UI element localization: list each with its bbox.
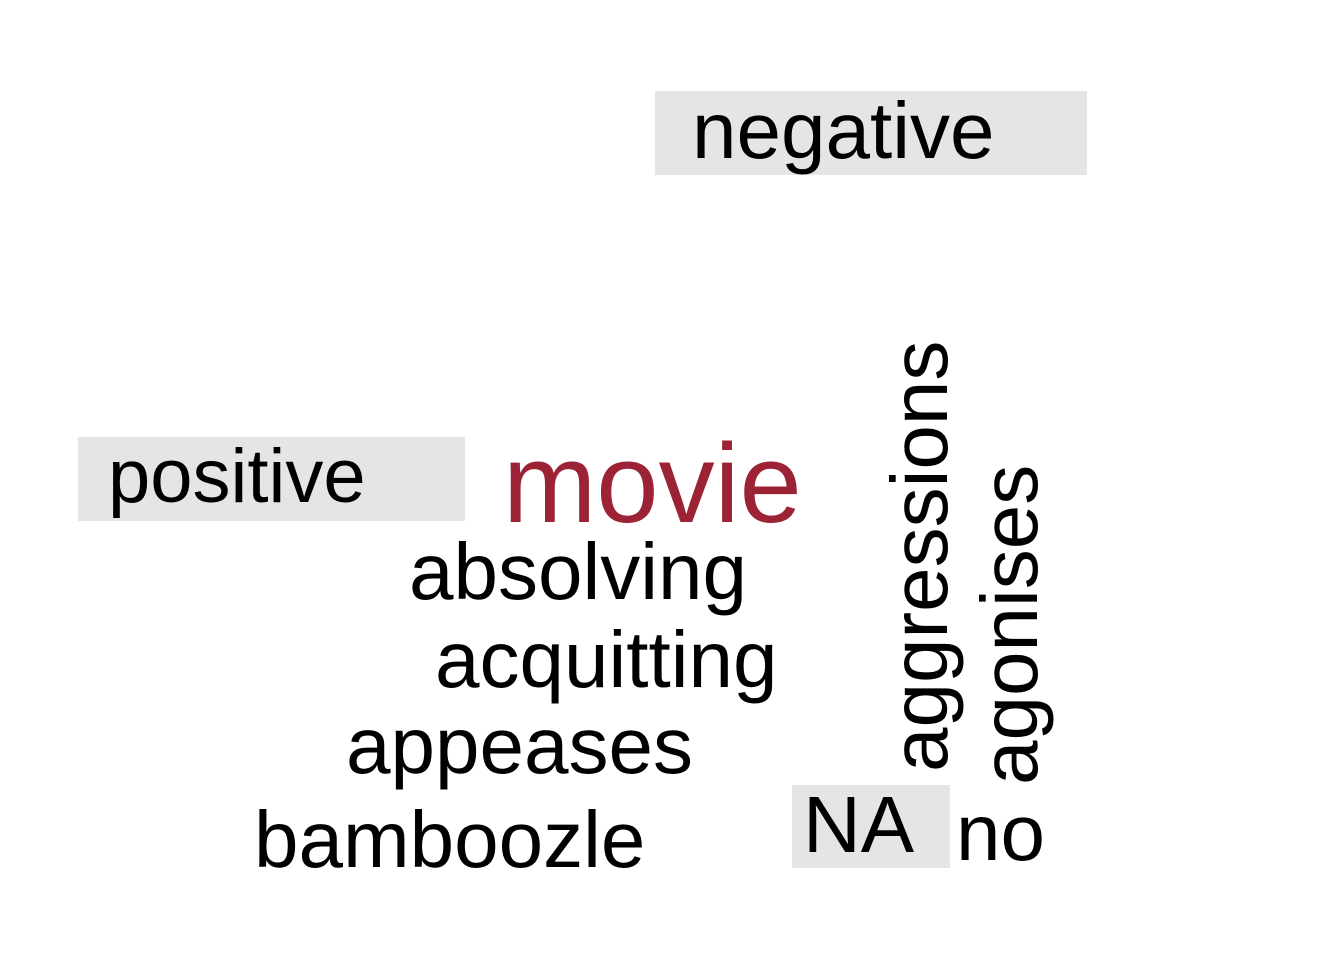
word-agonises: agonises [965,464,1054,785]
group-label-negative-box [655,91,1087,175]
word-movie: movie [503,421,802,546]
word-absolving: absolving [409,527,748,616]
group-label-positive-box [78,437,465,521]
word-acquitting: acquitting [435,615,778,704]
group-label-na-box [792,785,950,868]
word-bamboozle: bamboozle [254,795,646,884]
group-label-negative: negative [692,86,995,175]
word-appeases: appeases [346,701,693,790]
word-no: no [956,788,1045,877]
group-label-positive: positive [108,434,366,519]
group-label-na: NA [803,780,915,869]
word-aggressions: aggressions [875,340,964,772]
